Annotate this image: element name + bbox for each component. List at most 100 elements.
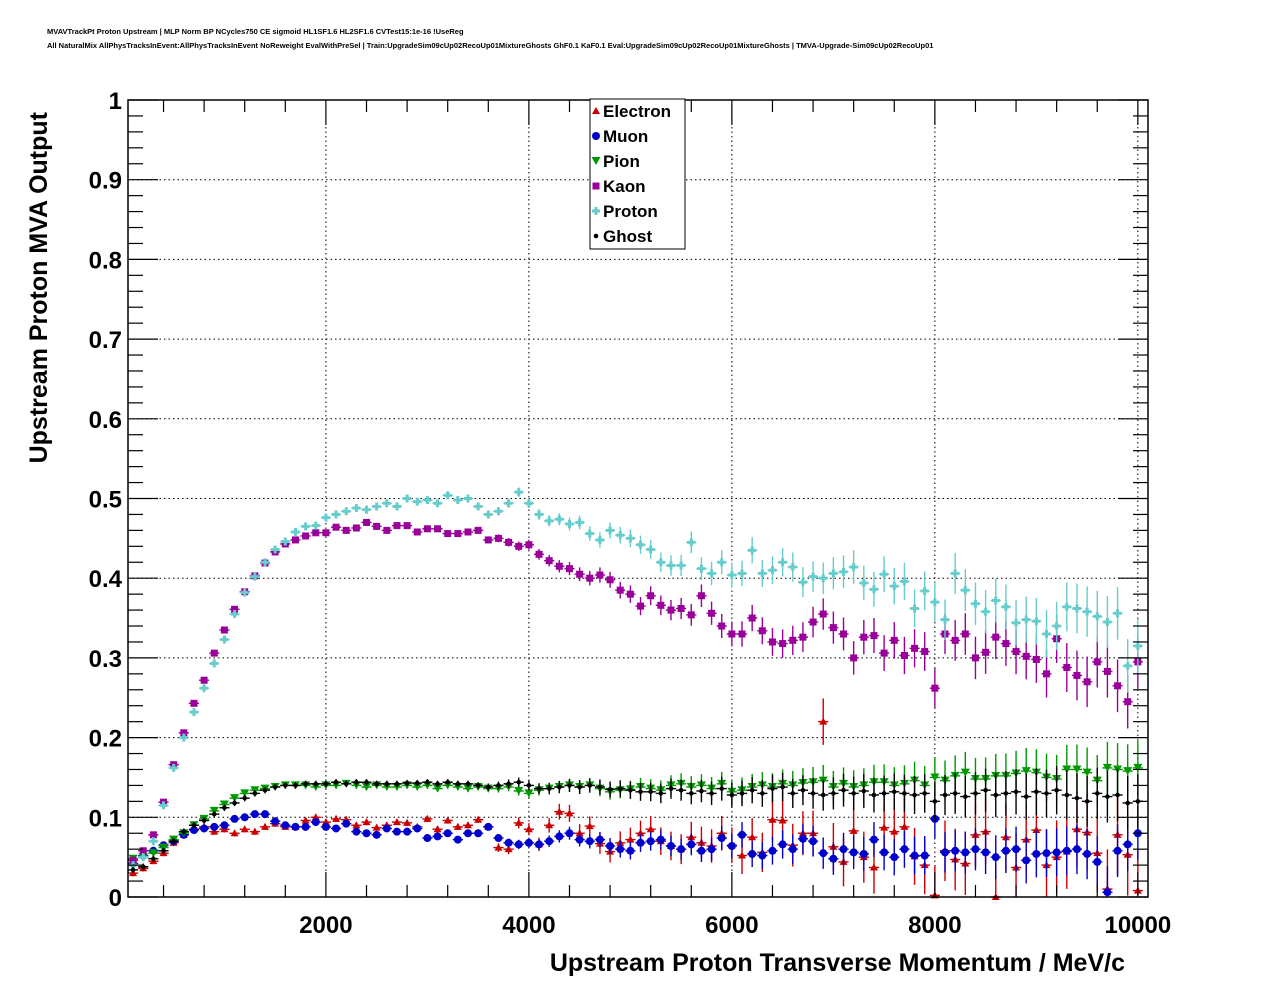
marker-cross-v [283, 537, 287, 546]
marker-square [302, 532, 310, 540]
marker-dot [973, 791, 978, 796]
data-point [594, 532, 606, 548]
marker-cross [738, 569, 747, 578]
marker-cross-v [1126, 661, 1130, 670]
data-point [879, 556, 890, 593]
data-point [544, 782, 555, 795]
marker-dot [130, 867, 136, 873]
data-point [310, 521, 321, 530]
data-point [808, 561, 819, 592]
marker-triangle-up [555, 807, 564, 815]
data-point [787, 834, 798, 864]
data-point [523, 498, 534, 509]
data-point [300, 816, 311, 824]
data-point [564, 804, 575, 822]
data-point [412, 779, 423, 787]
marker-cross [697, 564, 706, 573]
data-point [432, 780, 443, 788]
data-point [818, 779, 829, 811]
marker-cross [941, 615, 950, 624]
data-point [868, 571, 880, 607]
marker-cross [535, 510, 544, 519]
y-tick-label: 0.5 [89, 487, 122, 514]
data-point [199, 817, 210, 824]
marker-circle [352, 827, 361, 836]
data-point [645, 782, 656, 802]
marker-triangle-up [778, 816, 787, 824]
data-point [899, 774, 910, 813]
data-point [736, 822, 748, 848]
data-point [1102, 596, 1113, 649]
marker-dot [699, 788, 704, 794]
marker-cross-v [253, 572, 257, 581]
data-point [533, 509, 545, 520]
data-point [838, 773, 849, 807]
marker-square [799, 633, 807, 641]
data-point [188, 699, 200, 707]
data-point [615, 526, 626, 544]
data-point [716, 776, 727, 801]
marker-circle [717, 834, 726, 843]
data-point [442, 829, 453, 838]
legend-item-kaon: Kaon [592, 177, 646, 196]
data-point [1051, 828, 1062, 877]
marker-square [657, 601, 665, 609]
marker-circle [372, 830, 381, 839]
series-proton [128, 487, 1143, 870]
marker-circle [592, 132, 600, 140]
marker-square [606, 576, 614, 584]
marker-cross-v [507, 499, 511, 508]
marker-cross-v [760, 569, 764, 578]
marker-cross [545, 516, 554, 525]
data-point [422, 496, 433, 505]
data-point [300, 522, 311, 531]
y-tick-label: 0.1 [89, 805, 122, 832]
marker-square [444, 530, 452, 538]
y-tick-label: 0.9 [89, 168, 122, 195]
data-point [665, 599, 677, 621]
data-point [178, 733, 189, 742]
marker-circle [941, 848, 950, 857]
marker-dot [242, 795, 248, 801]
marker-square [819, 610, 827, 618]
marker-circle [768, 846, 777, 855]
data-point [391, 780, 403, 788]
marker-circle [575, 835, 584, 844]
data-point [1112, 586, 1123, 640]
marker-square [1124, 698, 1132, 706]
marker-dot [800, 787, 806, 793]
data-point [696, 779, 707, 803]
marker-cross-v [456, 496, 460, 505]
data-point [797, 775, 808, 806]
data-point [1102, 770, 1113, 823]
marker-cross [798, 578, 807, 587]
data-point [483, 822, 494, 831]
data-point [584, 570, 595, 586]
marker-dot [871, 792, 877, 798]
marker-cross [1012, 618, 1021, 627]
marker-cross [592, 207, 600, 215]
data-point [1010, 826, 1022, 872]
marker-cross-v [324, 513, 328, 522]
marker-triangle-up [849, 826, 858, 834]
x-tick-label: 4000 [502, 912, 555, 939]
data-point [544, 817, 555, 833]
marker-dot [688, 791, 694, 796]
marker-square [454, 530, 462, 538]
data-point [310, 529, 321, 537]
data-point [970, 636, 981, 680]
marker-square [210, 649, 218, 657]
y-tick-label: 0 [109, 885, 122, 912]
data-point [554, 803, 565, 820]
marker-dot [820, 792, 826, 798]
marker-circle [423, 834, 432, 843]
data-point [1092, 767, 1103, 820]
marker-cross [1103, 618, 1112, 627]
marker-square [768, 638, 776, 646]
marker-square [312, 529, 320, 537]
data-point [493, 781, 504, 790]
marker-cross [392, 502, 401, 511]
data-point [696, 839, 707, 863]
marker-circle [727, 841, 736, 850]
marker-cross [1052, 622, 1061, 631]
